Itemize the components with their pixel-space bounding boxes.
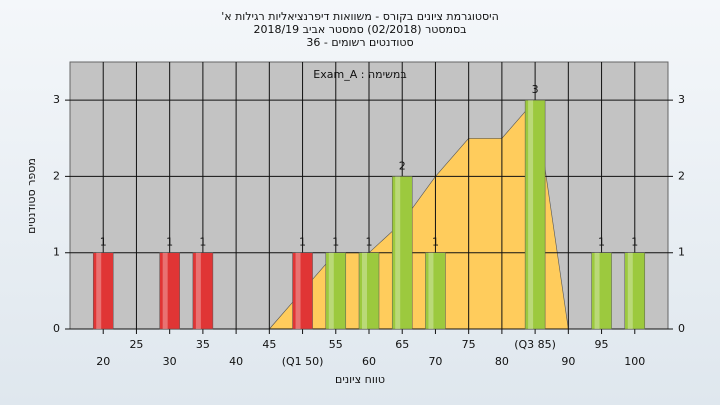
x-tick-label: 25 (129, 338, 143, 351)
x-tick-label: 40 (229, 355, 243, 368)
y-tick-label: 2 (678, 169, 685, 182)
title-line: סטודנטים רשומים - 36 (306, 36, 413, 49)
bar-highlight (162, 252, 168, 329)
y-tick-label: 3 (53, 93, 60, 106)
value-label: 1 (100, 236, 107, 249)
y-tick-label: 1 (53, 246, 60, 259)
bar-highlight (195, 252, 201, 329)
bar-highlight (96, 252, 102, 329)
x-tick-label: 75 (462, 338, 476, 351)
y-tick-label: 1 (678, 246, 685, 259)
y-tick-label: 0 (678, 322, 685, 335)
title-line: בסמסטר (02/2018) סמסטר אביב 2018/19 (253, 23, 466, 36)
value-label: 1 (332, 236, 339, 249)
y-tick-label: 0 (53, 322, 60, 335)
bar (425, 252, 446, 330)
bar (159, 252, 180, 330)
x-tick-label: (Q1 50) (282, 355, 324, 368)
x-tick-label: 60 (362, 355, 376, 368)
y-tick-label: 3 (678, 93, 685, 106)
value-label: 1 (598, 236, 605, 249)
x-tick-label: 55 (329, 338, 343, 351)
bar-highlight (395, 176, 401, 329)
x-tick-label: 45 (262, 338, 276, 351)
bar-highlight (328, 252, 334, 329)
bar-highlight (428, 252, 434, 329)
y-axis-label: מספר סטודנטים (25, 158, 38, 234)
x-tick-label: 65 (395, 338, 409, 351)
value-label: 3 (532, 83, 539, 96)
bar (292, 252, 313, 330)
x-tick-label: 90 (561, 355, 575, 368)
x-tick-label: 20 (96, 355, 110, 368)
value-label: 1 (166, 236, 173, 249)
value-label: 1 (631, 236, 638, 249)
bar (524, 99, 546, 330)
bar-highlight (295, 252, 301, 329)
bar (92, 252, 114, 330)
x-tick-label: 95 (595, 338, 609, 351)
x-tick-label: 70 (428, 355, 442, 368)
bar-highlight (627, 252, 633, 329)
x-tick-label: (Q3 85) (514, 338, 556, 351)
value-label: 1 (299, 236, 306, 249)
x-axis-label: טווח ציונים (335, 373, 385, 386)
bar-highlight (362, 252, 367, 329)
bar-highlight (528, 100, 534, 330)
x-tick-label: 35 (196, 338, 210, 351)
bar (624, 252, 646, 330)
value-label: 1 (366, 236, 373, 249)
bar (192, 252, 214, 330)
bar (391, 176, 413, 330)
y-tick-label: 2 (53, 169, 60, 182)
value-label: 2 (399, 159, 406, 172)
value-label: 1 (432, 236, 439, 249)
bar-highlight (594, 252, 600, 329)
title-line: היסטוגרמת ציונים בקורס - משוואות דיפרנצי… (221, 10, 499, 23)
x-tick-label: 100 (624, 355, 645, 368)
bar (591, 252, 612, 330)
annotation: במשימה : Exam_A (313, 68, 406, 81)
value-label: 1 (199, 236, 206, 249)
bar (358, 252, 380, 330)
x-tick-label: 80 (495, 355, 509, 368)
x-tick-label: 30 (163, 355, 177, 368)
bar (325, 252, 347, 330)
